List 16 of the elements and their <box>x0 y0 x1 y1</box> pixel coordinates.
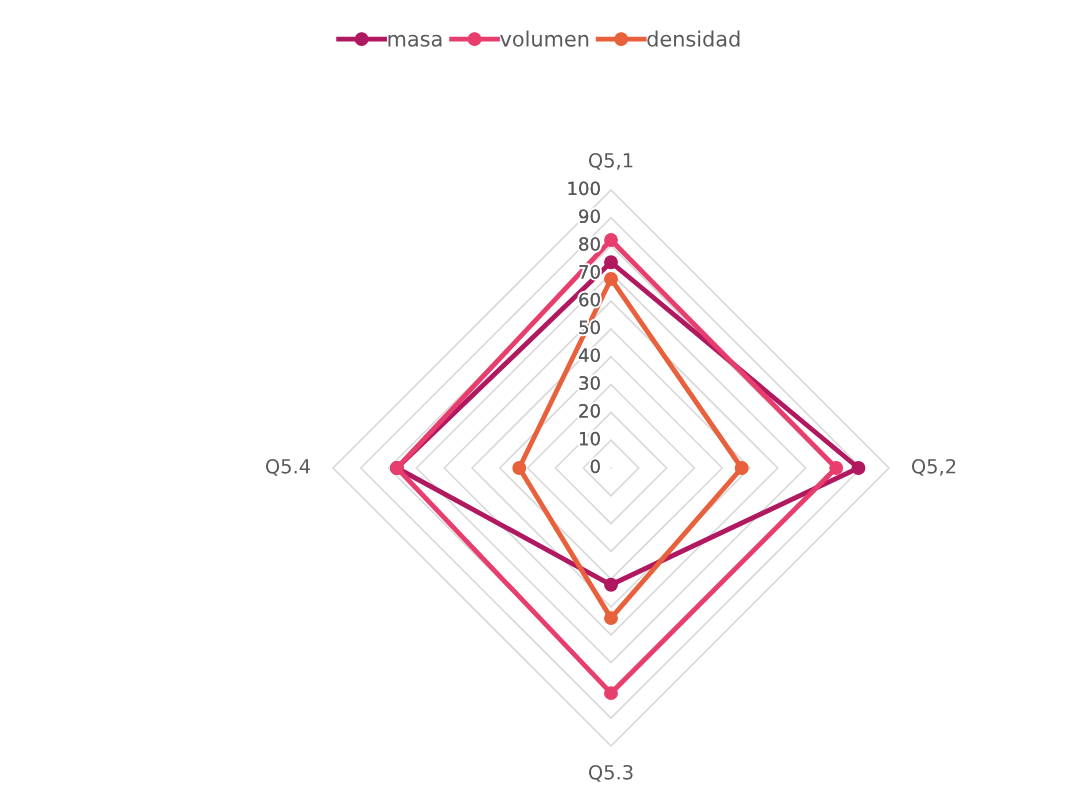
y-tick-label: 60 <box>579 292 600 307</box>
y-tick-label: 90 <box>579 209 600 224</box>
y-tick-label: 40 <box>578 348 600 363</box>
spoke-label: Q5,2 <box>911 458 956 476</box>
y-tick-label: 100 <box>568 181 600 196</box>
legend-label: volumen <box>500 30 589 47</box>
y-tick-label: 0 <box>590 459 600 474</box>
y-tick-label: 80 <box>579 237 600 251</box>
legend-label: densidad <box>647 30 740 47</box>
y-tick-label: 20 <box>579 403 600 418</box>
spoke-label: Q5,1 <box>588 152 633 170</box>
y-tick-label: 30 <box>579 376 600 390</box>
legend-label: masa <box>388 34 442 47</box>
spoke-label: Q5.3 <box>588 764 633 782</box>
y-tick-label: 10 <box>580 431 600 446</box>
spoke-label: Q5.4 <box>265 458 311 476</box>
